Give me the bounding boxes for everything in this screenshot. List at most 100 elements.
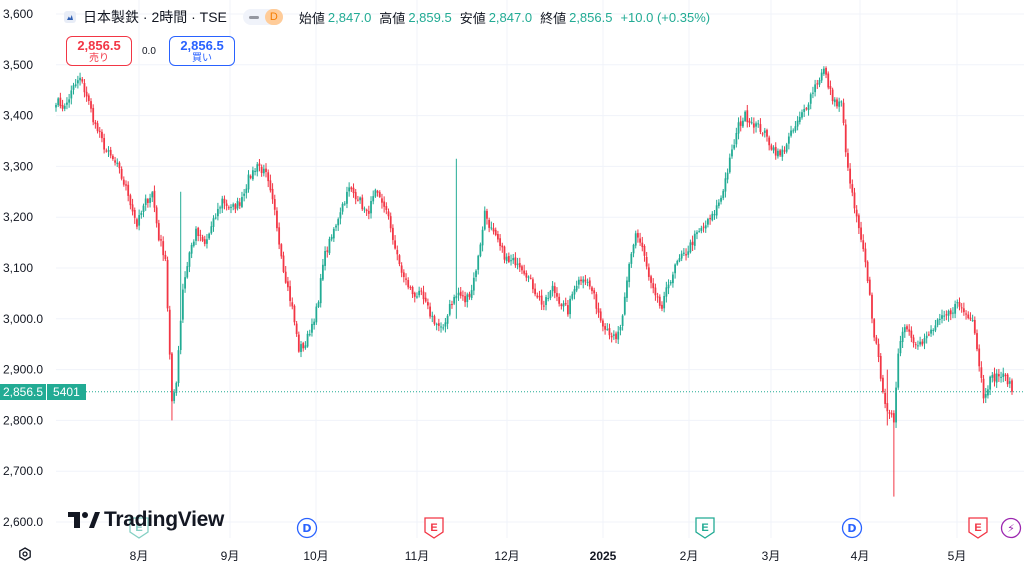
candle bbox=[155, 205, 158, 228]
candle bbox=[809, 92, 812, 110]
event-marker[interactable]: D bbox=[841, 517, 863, 539]
candle bbox=[682, 248, 685, 257]
candle bbox=[446, 314, 449, 330]
candle bbox=[120, 166, 123, 181]
event-marker[interactable]: D bbox=[296, 517, 318, 539]
earnings-icon bbox=[129, 517, 149, 539]
x-axis: 8月 9月 10月 11月 12月 2025 2月 3月 4月 5月 bbox=[130, 549, 967, 563]
candle bbox=[976, 329, 978, 352]
candle bbox=[593, 287, 596, 300]
candle bbox=[910, 326, 913, 343]
x-tick-label: 4月 bbox=[851, 549, 870, 563]
buy-button[interactable]: 2,856.5 買い bbox=[169, 36, 235, 66]
candle bbox=[376, 189, 379, 197]
candle bbox=[107, 146, 110, 158]
candle bbox=[507, 252, 510, 264]
candle bbox=[61, 99, 64, 112]
candle bbox=[151, 191, 154, 202]
candle bbox=[523, 264, 526, 276]
candle bbox=[437, 318, 440, 332]
sell-price: 2,856.5 bbox=[77, 38, 121, 53]
candle bbox=[542, 300, 545, 311]
candle bbox=[577, 276, 580, 289]
candle bbox=[938, 313, 941, 325]
candle bbox=[227, 205, 230, 210]
candle bbox=[731, 144, 733, 159]
candle bbox=[687, 245, 690, 258]
candle bbox=[761, 132, 764, 137]
candle bbox=[617, 326, 620, 345]
candle bbox=[396, 245, 399, 261]
candle bbox=[300, 340, 302, 358]
candle bbox=[901, 327, 904, 349]
candle bbox=[424, 292, 427, 303]
candle bbox=[359, 196, 361, 204]
candle bbox=[57, 97, 60, 108]
candle bbox=[497, 230, 499, 243]
candle bbox=[674, 263, 677, 279]
candle bbox=[381, 193, 383, 209]
candle bbox=[752, 117, 755, 134]
candle bbox=[394, 235, 396, 250]
candle bbox=[160, 234, 162, 247]
candle bbox=[991, 372, 994, 383]
candle bbox=[111, 154, 114, 161]
candle bbox=[153, 185, 156, 213]
candle bbox=[610, 332, 613, 343]
candle bbox=[820, 68, 823, 84]
candle bbox=[201, 234, 204, 242]
event-marker[interactable]: E bbox=[968, 517, 988, 539]
candle bbox=[173, 389, 176, 404]
candle bbox=[140, 210, 143, 219]
candle bbox=[619, 324, 622, 336]
candle bbox=[326, 246, 329, 258]
candle bbox=[665, 281, 668, 303]
candle bbox=[615, 331, 617, 344]
candle bbox=[251, 166, 254, 181]
candle bbox=[989, 375, 992, 396]
candle bbox=[860, 221, 862, 243]
tradingview-logo[interactable]: TradingView bbox=[68, 508, 224, 532]
candle bbox=[245, 184, 248, 199]
candle bbox=[680, 250, 683, 262]
candle bbox=[547, 291, 550, 302]
candle bbox=[669, 280, 672, 286]
candle bbox=[943, 310, 946, 321]
candle bbox=[567, 300, 569, 317]
candle bbox=[656, 292, 659, 303]
event-marker[interactable]: E bbox=[424, 517, 444, 539]
candle bbox=[1008, 377, 1011, 389]
candle bbox=[442, 324, 445, 331]
candle bbox=[569, 295, 571, 319]
candle bbox=[171, 352, 173, 421]
candle bbox=[317, 300, 320, 308]
symbol-title[interactable]: 日本製鉄 · 2時間 · TSE bbox=[83, 9, 227, 25]
settings-icon[interactable] bbox=[18, 547, 32, 561]
event-marker[interactable]: E bbox=[695, 517, 715, 539]
candle bbox=[481, 226, 484, 252]
y-tick-label: 2,900.0 bbox=[3, 363, 43, 377]
chart-legend: 日本製鉄 · 2時間 · TSE D 始値 2,847.0 高値 2,859.5… bbox=[64, 6, 710, 28]
market-status[interactable]: D bbox=[242, 9, 283, 25]
candle bbox=[866, 260, 869, 284]
candle bbox=[477, 254, 480, 275]
candle bbox=[895, 381, 897, 428]
event-marker[interactable]: ⚡ bbox=[1000, 517, 1022, 539]
x-tick-label: 10月 bbox=[303, 549, 328, 563]
candle bbox=[282, 251, 285, 274]
candle bbox=[816, 79, 819, 89]
candle bbox=[440, 322, 442, 333]
candle bbox=[199, 229, 202, 242]
candle bbox=[280, 243, 283, 259]
sell-button[interactable]: 2,856.5 売り bbox=[66, 36, 132, 66]
candle bbox=[693, 230, 696, 250]
candle bbox=[269, 174, 272, 193]
candle bbox=[934, 319, 937, 333]
event-markers[interactable]: E D E E D E ⚡ bbox=[129, 517, 1022, 539]
candle bbox=[945, 310, 948, 321]
candle bbox=[849, 163, 852, 189]
event-marker[interactable]: E bbox=[129, 517, 149, 539]
candle bbox=[825, 66, 827, 79]
event-label: ⚡ bbox=[1007, 522, 1015, 535]
